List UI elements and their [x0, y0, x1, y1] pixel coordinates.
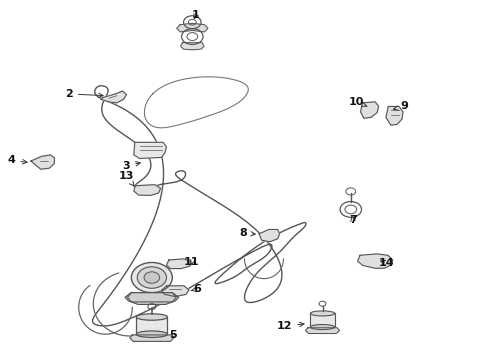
- Polygon shape: [305, 328, 339, 333]
- Text: 5: 5: [169, 330, 177, 340]
- Polygon shape: [130, 335, 173, 341]
- Polygon shape: [259, 229, 279, 242]
- Polygon shape: [127, 293, 176, 302]
- Ellipse shape: [310, 324, 334, 329]
- Bar: [136, 317, 167, 334]
- Bar: [310, 314, 334, 327]
- Text: 7: 7: [348, 215, 356, 225]
- Polygon shape: [385, 107, 402, 125]
- Text: 1: 1: [191, 10, 199, 20]
- Circle shape: [131, 262, 172, 293]
- Circle shape: [144, 272, 159, 283]
- Text: 9: 9: [393, 102, 407, 112]
- Polygon shape: [166, 259, 190, 269]
- Text: 14: 14: [378, 258, 394, 268]
- Polygon shape: [134, 185, 160, 195]
- Polygon shape: [360, 102, 378, 118]
- Text: 8: 8: [239, 228, 255, 238]
- Text: 6: 6: [190, 284, 201, 294]
- Text: 12: 12: [276, 321, 304, 331]
- Circle shape: [137, 267, 166, 288]
- Polygon shape: [161, 286, 188, 297]
- Polygon shape: [101, 91, 126, 103]
- Text: 4: 4: [7, 155, 27, 165]
- Text: 3: 3: [122, 161, 140, 171]
- Ellipse shape: [136, 314, 167, 320]
- Polygon shape: [180, 42, 203, 50]
- Polygon shape: [125, 293, 178, 305]
- Text: 13: 13: [119, 171, 134, 186]
- Ellipse shape: [310, 311, 334, 316]
- Text: 10: 10: [348, 97, 366, 107]
- Ellipse shape: [136, 331, 167, 337]
- Polygon shape: [176, 23, 207, 32]
- Polygon shape: [31, 155, 54, 169]
- Polygon shape: [357, 254, 392, 268]
- Text: 11: 11: [184, 257, 199, 267]
- Text: 2: 2: [65, 89, 103, 99]
- Polygon shape: [134, 142, 166, 158]
